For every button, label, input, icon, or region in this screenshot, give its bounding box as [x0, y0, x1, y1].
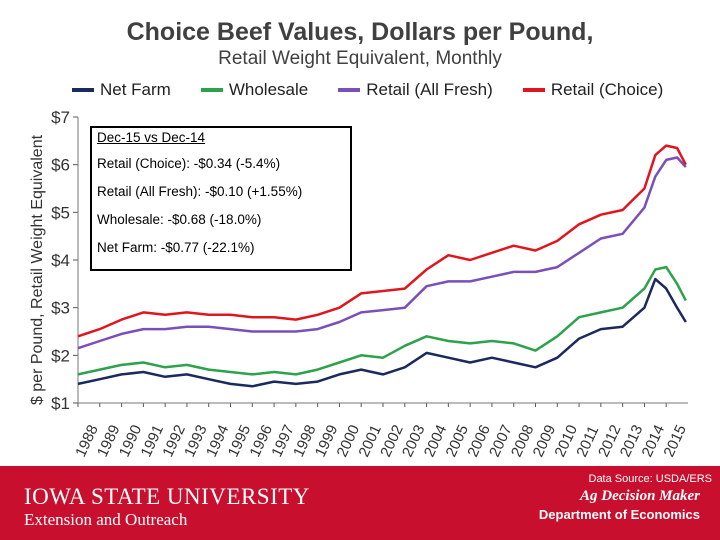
legend-swatch [522, 88, 545, 92]
university-logo: IOWA STATE UNIVERSITY [24, 484, 310, 509]
legend-label: Wholesale [228, 80, 309, 99]
series-line-net-farm [77, 277, 687, 388]
comparison-annotation: Dec-15 vs Dec-14 Retail (Choice): -$0.34… [90, 126, 352, 271]
y-tick-label: $2 [51, 346, 70, 365]
extension-label: Extension and Outreach [24, 510, 188, 529]
x-tick-label: 2015 [660, 422, 690, 459]
chart-title: Choice Beef Values, Dollars per Pound, [126, 18, 594, 46]
annotation-line: Net Farm: -$0.77 (-22.1%) [97, 240, 255, 255]
y-tick-label: $4 [51, 251, 70, 270]
legend-label: Retail (Choice) [550, 80, 664, 99]
legend: Net Farm Wholesale Retail (All Fresh) Re… [72, 80, 663, 100]
annotation-line: Wholesale: -$0.68 (-18.0%) [97, 212, 262, 227]
series-line-wholesale [77, 265, 687, 376]
legend-swatch [72, 88, 94, 92]
department-label: Department of Economics [538, 507, 700, 522]
legend-item-net-farm: Net Farm [72, 80, 171, 100]
chart-subtitle: Retail Weight Equivalent, Monthly [218, 48, 502, 69]
annotation-heading: Dec-15 vs Dec-14 [97, 130, 206, 145]
y-tick-label: $7 [51, 108, 70, 127]
y-tick-label: $6 [51, 156, 70, 175]
annotation-line: Retail (All Fresh): -$0.10 (+1.55%) [97, 184, 303, 199]
legend-swatch [338, 88, 361, 92]
series-line-retail-choice [77, 144, 687, 338]
y-tick-label: $3 [51, 299, 70, 318]
legend-label: Retail (All Fresh) [366, 80, 493, 99]
legend-item-wholesale: Wholesale [200, 80, 309, 100]
annotation-line: Retail (Choice): -$0.34 (-5.4%) [97, 156, 281, 171]
legend-label: Net Farm [100, 80, 171, 99]
ag-decision-maker-logo: Ag Decision Maker [580, 488, 700, 504]
legend-swatch [200, 88, 223, 92]
y-axis-title: $ per Pound, Retail Weight Equivalent [29, 134, 46, 405]
data-source: Data Source: USDA/ERS [588, 473, 713, 485]
legend-item-retail-choice: Retail (Choice) [522, 80, 664, 100]
series-line-retail-all-fresh [77, 156, 687, 350]
legend-item-retail-all-fresh: Retail (All Fresh) [338, 80, 493, 100]
line-chart: $1 $2 $3 $4 $5 $6 $7 $ per Pound, Retail Weight… [29, 108, 690, 460]
footer-banner: Data Source: USDA/ERS IOWA STATE UNIVERS… [0, 466, 720, 540]
y-tick-label: $5 [51, 203, 70, 222]
y-tick-label: $1 [51, 394, 70, 413]
